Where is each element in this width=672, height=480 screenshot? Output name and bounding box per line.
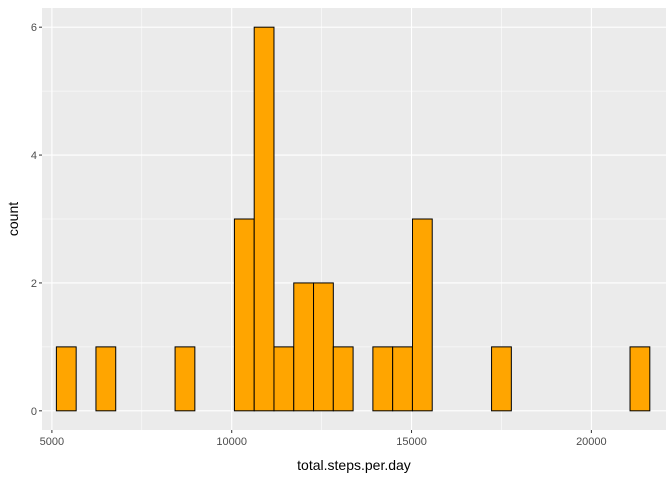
x-tick-label: 20000 [576, 436, 607, 448]
histogram-bar [313, 282, 334, 412]
histogram-bar [372, 346, 394, 412]
histogram-bar [411, 218, 433, 412]
x-tick-label: 5000 [40, 436, 64, 448]
histogram-bar [55, 346, 77, 412]
y-axis-title: count [5, 202, 21, 236]
histogram-bar [174, 346, 196, 412]
histogram-bar [293, 282, 315, 412]
histogram-bar [629, 346, 651, 412]
x-axis-title: total.steps.per.day [297, 457, 411, 473]
histogram-bar [95, 346, 117, 412]
x-tick-label: 15000 [396, 436, 427, 448]
y-axis-ticks: 0 2 4 6 [31, 22, 42, 418]
histogram-bar [392, 346, 413, 412]
histogram-bar [253, 26, 275, 412]
x-axis-ticks: 5000 10000 15000 20000 [40, 430, 607, 448]
bars [55, 26, 651, 412]
y-tick-label: 0 [31, 406, 37, 418]
histogram-bar [273, 346, 295, 412]
x-tick-label: 10000 [216, 436, 247, 448]
histogram-bar [233, 218, 255, 412]
y-tick-label: 6 [31, 22, 37, 34]
histogram-bar [491, 346, 512, 412]
grid-minor [42, 8, 666, 430]
y-tick-label: 2 [31, 278, 37, 290]
grid-major [42, 8, 666, 430]
histogram-bar [332, 346, 354, 412]
y-tick-label: 4 [31, 150, 37, 162]
